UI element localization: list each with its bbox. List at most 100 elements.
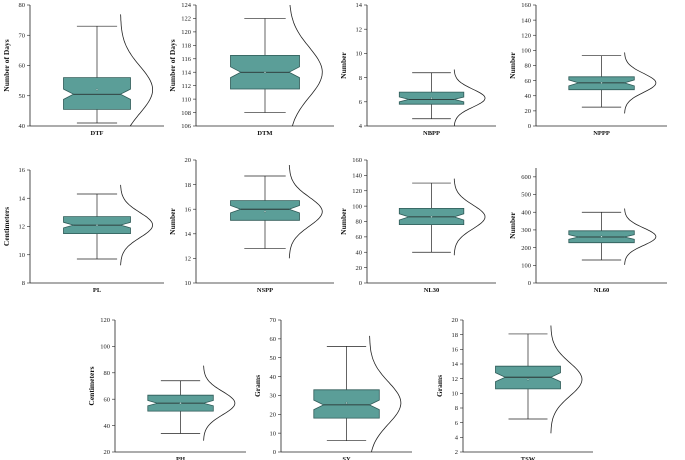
- y-tick-label: 50: [270, 355, 277, 362]
- y-tick-label: 4: [359, 123, 363, 130]
- y-axis-title: Number: [508, 52, 517, 79]
- y-tick-label: 16: [452, 347, 459, 354]
- category-label: NPPP: [593, 130, 610, 137]
- y-tick-label: 30: [270, 393, 277, 400]
- y-tick-label: 300: [521, 227, 531, 234]
- mean-marker: [430, 97, 433, 100]
- mean-marker: [345, 401, 348, 405]
- y-tick-label: 8: [22, 280, 25, 287]
- normal-curve: [624, 52, 657, 114]
- normal-curve: [120, 14, 153, 127]
- mean-marker: [526, 378, 530, 381]
- category-label: NL60: [594, 287, 610, 294]
- mean-marker: [600, 81, 603, 84]
- y-tick-label: 0: [359, 280, 362, 287]
- y-tick-label: 40: [104, 423, 111, 430]
- y-tick-label: 100: [100, 344, 110, 351]
- normal-curve: [369, 335, 402, 453]
- y-axis-title: Number: [508, 212, 517, 239]
- y-axis-title: Number: [168, 208, 177, 235]
- category-label: NL30: [424, 287, 440, 294]
- y-tick-label: 40: [356, 249, 363, 256]
- y-axis-title: Number of Days: [2, 39, 11, 91]
- y-tick-label: 0: [273, 449, 276, 456]
- mean-marker: [430, 215, 433, 218]
- y-tick-label: 8: [455, 405, 458, 412]
- y-tick-label: 12: [452, 376, 459, 383]
- y-tick-label: 80: [19, 2, 26, 9]
- panel-dtm: 106 108 110 112 114 116 118 120 122 124 Number of …: [168, 2, 334, 137]
- y-tick-label: 60: [19, 63, 26, 70]
- y-tick-label: 16: [19, 167, 26, 174]
- y-tick-label: 10: [185, 280, 192, 287]
- y-axis-title: Number: [339, 208, 348, 235]
- y-tick-label: 20: [356, 265, 363, 272]
- category-label: DTM: [257, 130, 272, 137]
- panel-tsw: 2 4 6 8 10 12 14 16 18 20 Grams TSW: [435, 317, 593, 460]
- category-label: TSW: [521, 456, 536, 460]
- y-tick-label: 80: [356, 219, 363, 226]
- y-tick-label: 100: [352, 203, 362, 210]
- y-tick-label: 0: [528, 280, 531, 287]
- y-tick-label: 600: [521, 174, 531, 181]
- y-tick-label: 500: [521, 192, 531, 199]
- panel-nl60: 0 100 200 300 400 500 600 Number NL60: [508, 168, 667, 294]
- panel-pl: 8 10 12 14 16 Centimeters PL: [2, 167, 164, 294]
- y-tick-label: 10: [356, 51, 363, 58]
- y-tick-label: 80: [104, 370, 111, 377]
- y-tick-label: 70: [19, 32, 26, 39]
- y-tick-label: 18: [185, 182, 192, 189]
- mean-marker: [263, 71, 267, 74]
- y-tick-label: 16: [185, 206, 192, 213]
- y-tick-label: 120: [100, 317, 110, 324]
- y-tick-label: 120: [181, 29, 191, 36]
- y-tick-label: 110: [181, 96, 191, 103]
- y-tick-label: 118: [181, 43, 191, 50]
- mean-marker: [95, 223, 99, 227]
- category-label: NBPP: [423, 130, 440, 137]
- y-tick-label: 160: [521, 2, 531, 9]
- normal-curve: [203, 365, 236, 441]
- y-tick-label: 122: [181, 16, 191, 23]
- normal-curve: [453, 178, 486, 256]
- y-axis-title: Grams: [253, 375, 262, 397]
- y-tick-label: 400: [521, 209, 531, 216]
- y-tick-label: 0: [528, 123, 531, 130]
- category-label: PL: [93, 287, 102, 294]
- y-tick-label: 140: [521, 17, 531, 24]
- mean-marker: [179, 402, 182, 405]
- y-tick-label: 12: [356, 26, 363, 33]
- y-axis-title: Centimeters: [87, 366, 96, 405]
- y-tick-label: 10: [270, 430, 277, 437]
- y-tick-label: 2: [455, 449, 458, 456]
- y-tick-label: 60: [525, 78, 532, 85]
- y-tick-label: 60: [270, 336, 277, 343]
- panel-nbpp: 4 6 8 10 12 14 Number NBPP: [339, 2, 496, 137]
- y-tick-label: 12: [19, 224, 26, 231]
- y-tick-label: 70: [270, 317, 277, 324]
- y-tick-label: 112: [181, 83, 191, 90]
- notched-box: [63, 77, 131, 110]
- y-tick-label: 14: [185, 231, 192, 238]
- y-tick-label: 116: [181, 56, 191, 63]
- panel-nppp: 0 20 40 60 80 100 120 140 160 Number NPPP: [508, 2, 667, 137]
- panel-dtf: 40 50 60 70 80 Number of Days DTF: [2, 2, 164, 137]
- notched-box: [230, 200, 300, 221]
- y-tick-label: 108: [181, 110, 191, 117]
- y-tick-label: 6: [359, 99, 363, 106]
- y-tick-label: 20: [452, 317, 459, 324]
- category-label: DTF: [91, 130, 104, 137]
- y-tick-label: 160: [352, 157, 362, 164]
- normal-curve: [453, 69, 486, 127]
- y-tick-label: 20: [525, 108, 532, 115]
- y-tick-label: 40: [19, 123, 26, 130]
- y-tick-label: 12: [185, 256, 192, 263]
- panel-sy: 0 10 20 30 40 50 60 70 Grams SY: [253, 317, 412, 460]
- y-axis-title: Number of Days: [168, 39, 177, 91]
- y-tick-label: 20: [104, 449, 111, 456]
- y-tick-label: 60: [356, 234, 363, 241]
- normal-curve: [624, 208, 657, 265]
- y-tick-label: 114: [181, 69, 191, 76]
- panel-nl30: 0 20 40 60 80 100 120 140 160 Number NL30: [339, 157, 496, 294]
